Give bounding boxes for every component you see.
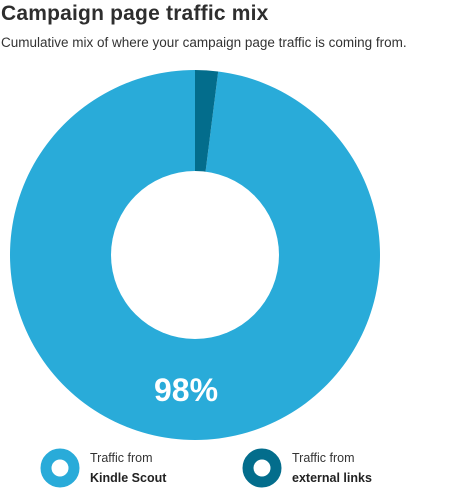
legend-swatch-kindle-scout	[40, 448, 80, 488]
legend-item-kindle-scout: Traffic from Kindle Scout	[40, 448, 166, 488]
legend-swatch-external-links	[242, 448, 282, 488]
legend-label-line2: Kindle Scout	[90, 471, 167, 485]
legend-item-external-links: Traffic from external links	[242, 448, 372, 488]
slice-data-label: 98%	[154, 372, 218, 408]
chart-title: Campaign page traffic mix	[1, 2, 269, 25]
legend-label-line2: external links	[292, 471, 372, 485]
chart-subtitle: Cumulative mix of where your campaign pa…	[1, 35, 407, 50]
donut-hole	[111, 171, 279, 339]
legend-label-line1: Traffic from	[292, 451, 355, 465]
legend-label-line1: Traffic from	[90, 451, 153, 465]
